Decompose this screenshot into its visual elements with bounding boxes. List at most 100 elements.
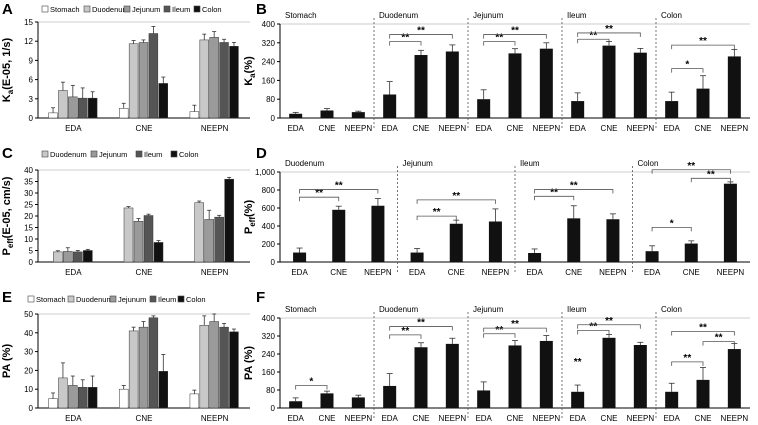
bar xyxy=(133,221,144,263)
bar xyxy=(665,101,679,118)
legend-label: Colon xyxy=(202,5,222,14)
significance-bracket xyxy=(389,34,453,39)
significance-label: ** xyxy=(550,187,558,198)
y-tick-label: 80 xyxy=(266,95,275,104)
x-tick-label: CNE xyxy=(601,124,618,133)
y-tick-label: 5 xyxy=(29,247,34,256)
significance-bracket xyxy=(389,41,422,46)
bar xyxy=(87,97,98,119)
y-tick-label: 20 xyxy=(24,212,33,221)
bar xyxy=(383,94,397,118)
bar xyxy=(58,377,68,409)
significance-label: ** xyxy=(511,26,519,37)
bar xyxy=(571,391,585,408)
significance-bracket xyxy=(671,361,704,366)
y-tick-label: 10 xyxy=(24,235,33,244)
y-axis-title: Peff(%) xyxy=(243,200,257,235)
bar xyxy=(645,251,659,262)
significance-bracket xyxy=(577,38,610,44)
x-tick-label: EDA xyxy=(663,124,680,133)
legend-label: Duodenum xyxy=(92,5,129,14)
y-tick-label: 400 xyxy=(262,222,276,231)
significance-label: ** xyxy=(417,318,425,329)
x-tick-label: EDA xyxy=(644,268,661,277)
x-tick-label: NEEPN xyxy=(201,414,229,423)
y-tick-label: 200 xyxy=(262,240,276,249)
x-tick-label: CNE xyxy=(413,124,430,133)
bar xyxy=(414,347,428,408)
bar xyxy=(87,387,98,409)
bar xyxy=(539,48,553,118)
y-tick-label: 3 xyxy=(29,95,34,104)
y-tick-label: 40 xyxy=(24,329,33,338)
y-tick-label: 320 xyxy=(262,39,276,48)
legend-label: Colon xyxy=(186,295,206,304)
group-title: Duodenum xyxy=(285,159,324,168)
bar xyxy=(83,250,93,263)
bar xyxy=(199,325,209,409)
significance-label: * xyxy=(670,218,674,229)
y-tick-label: 0 xyxy=(29,114,34,123)
x-tick-label: NEEPN xyxy=(533,124,561,133)
significance-bracket xyxy=(299,196,340,202)
bar xyxy=(477,390,491,408)
significance-bracket xyxy=(671,44,735,50)
significance-bracket xyxy=(702,341,735,346)
bar xyxy=(320,393,334,408)
group-title: Ileum xyxy=(520,159,540,168)
significance-label: ** xyxy=(683,353,691,364)
y-tick-label: 30 xyxy=(24,348,33,357)
significance-bracket xyxy=(577,329,610,335)
legend-swatch xyxy=(170,150,178,158)
y-tick-label: 600 xyxy=(262,204,276,213)
significance-label: ** xyxy=(589,321,597,332)
group-title: Stomach xyxy=(285,305,317,314)
significance-bracket xyxy=(483,34,547,39)
bar xyxy=(53,251,63,263)
significance-bracket xyxy=(416,199,496,204)
bar xyxy=(123,207,134,263)
bar xyxy=(696,88,710,118)
y-tick-label: 0 xyxy=(271,258,276,267)
significance-bracket xyxy=(577,324,641,329)
y-tick-label: 160 xyxy=(262,76,276,85)
bar xyxy=(727,349,741,408)
x-tick-label: NEEPN xyxy=(717,268,745,277)
bar xyxy=(73,251,83,263)
bar xyxy=(449,223,463,262)
legend-swatch xyxy=(163,5,171,13)
x-tick-label: CNE xyxy=(413,414,430,423)
significance-label: ** xyxy=(417,26,425,37)
x-tick-label: NEEPN xyxy=(482,268,510,277)
y-tick-label: 25 xyxy=(24,201,33,210)
bar xyxy=(539,340,553,408)
legend-swatch xyxy=(177,295,185,303)
bar xyxy=(488,221,502,262)
y-tick-label: 320 xyxy=(262,332,276,341)
panel-label: D xyxy=(256,145,267,162)
bar xyxy=(320,110,334,118)
x-tick-label: NEEPN xyxy=(439,414,467,423)
x-tick-label: EDA xyxy=(65,124,82,133)
y-tick-label: 30 xyxy=(24,189,33,198)
x-tick-label: EDA xyxy=(475,124,492,133)
x-tick-label: EDA xyxy=(65,414,82,423)
significance-label: ** xyxy=(574,357,582,368)
x-tick-label: CNE xyxy=(695,414,712,423)
x-tick-label: EDA xyxy=(65,268,82,277)
bar xyxy=(209,321,219,409)
significance-bracket xyxy=(483,333,516,338)
legend-swatch xyxy=(193,5,201,13)
bar xyxy=(293,252,307,262)
y-axis-title: PA (%) xyxy=(1,344,13,379)
x-tick-label: NEEPN xyxy=(721,414,749,423)
significance-label: ** xyxy=(699,36,707,47)
legend-swatch xyxy=(27,295,35,303)
legend-swatch xyxy=(41,150,49,158)
significance-label: ** xyxy=(699,323,707,334)
x-tick-label: CNE xyxy=(601,414,618,423)
bar xyxy=(138,326,149,409)
bar xyxy=(204,219,214,263)
legend-label: Jejunum xyxy=(118,295,146,304)
